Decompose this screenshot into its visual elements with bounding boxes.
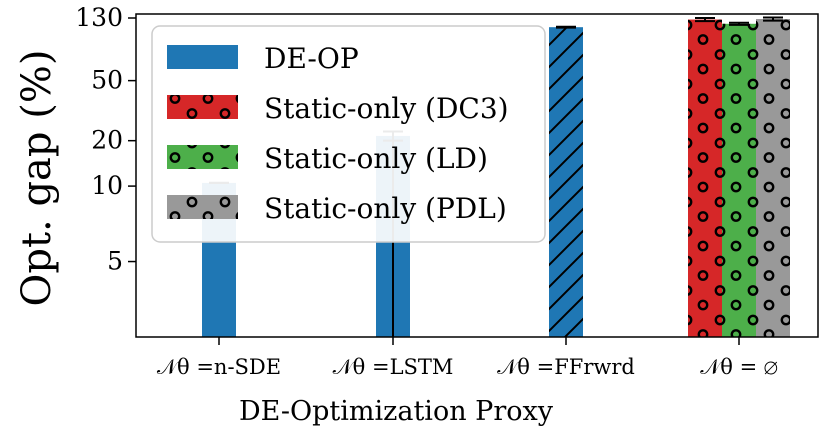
x-tick-label: 𝒩θ =LSTM <box>333 355 454 379</box>
y-tick-label: 10 <box>91 171 123 200</box>
y-axis-title: Opt. gap (%) <box>14 50 60 307</box>
y-tick-label: 130 <box>75 3 123 32</box>
legend-swatch <box>167 45 238 69</box>
x-tick-label: 𝒩θ =n-SDE <box>157 355 281 379</box>
y-tick-label: 20 <box>91 126 123 155</box>
bar-hatch <box>722 23 756 337</box>
legend-label: Static-only (DC3) <box>264 92 509 125</box>
legend-swatch-hatch <box>167 145 238 169</box>
y-tick-label: 50 <box>91 66 123 95</box>
x-tick-label: 𝒩θ =FFrwrd <box>497 355 635 379</box>
legend-swatch-hatch <box>167 195 238 219</box>
legend: DE-OP Static-only (DC3) Static-only (LD) St… <box>151 25 546 243</box>
legend-swatch-hatch <box>167 95 238 119</box>
legend-label: Static-only (LD) <box>264 142 488 175</box>
plot-frame <box>135 13 819 338</box>
bar-hatch <box>549 27 583 337</box>
y-tick-label: 5 <box>107 247 123 276</box>
bar-hatch <box>756 19 790 338</box>
legend-label: DE-OP <box>264 42 359 75</box>
bar-hatch <box>688 19 722 338</box>
legend-label: Static-only (PDL) <box>264 192 507 225</box>
x-axis-title: DE-Optimization Proxy <box>239 396 554 427</box>
x-tick-label: 𝒩θ = ∅ <box>700 355 778 379</box>
